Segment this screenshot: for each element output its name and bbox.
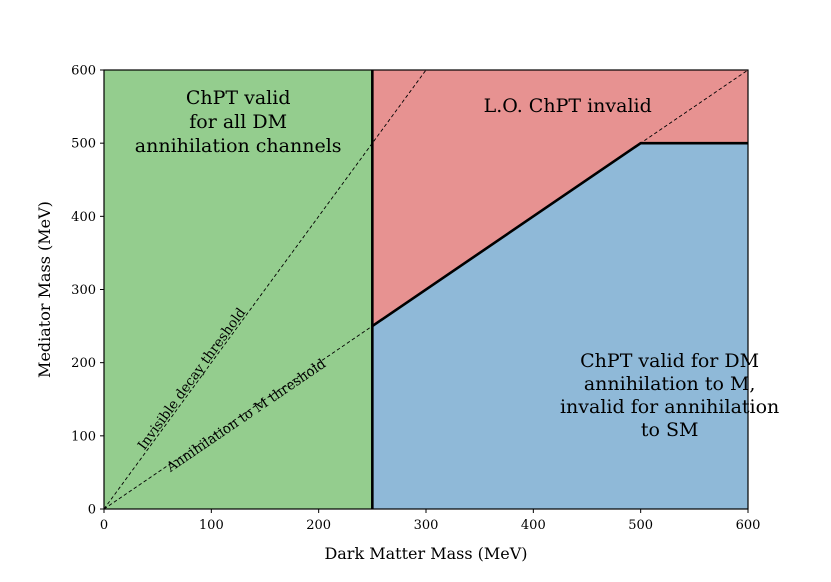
region-label-green-line-3: annihilation channels: [135, 135, 342, 157]
x-tick-label-600: 600: [736, 518, 761, 533]
region-label-blue-line-3: invalid for annihilation: [560, 396, 779, 418]
y-tick-label-500: 500: [71, 137, 96, 152]
region-label-blue-line-4: to SM: [641, 419, 699, 441]
y-tick-label-600: 600: [71, 64, 96, 79]
region-label-red-line-1: L.O. ChPT invalid: [484, 95, 652, 117]
region-label-blue-line-1: ChPT valid for DM: [580, 350, 759, 372]
boundary-line-2: [371, 141, 748, 328]
y-axis-title: Mediator Mass (MeV): [35, 201, 54, 378]
x-tick-label-400: 400: [521, 518, 546, 533]
region-label-blue-line-2: annihilation to M,: [584, 373, 756, 395]
x-tick-label-300: 300: [414, 518, 439, 533]
region-label-green-line-2: for all DM: [189, 111, 287, 133]
region-blue: [372, 143, 748, 509]
x-tick-label-500: 500: [628, 518, 653, 533]
y-tick-label-0: 0: [88, 503, 96, 518]
x-tick-label-100: 100: [199, 518, 224, 533]
y-tick-label-200: 200: [71, 356, 96, 371]
x-tick-label-200: 200: [306, 518, 331, 533]
y-tick-label-300: 300: [71, 283, 96, 298]
y-tick-label-400: 400: [71, 210, 96, 225]
x-tick-label-0: 0: [100, 518, 108, 533]
region-label-green-line-1: ChPT valid: [186, 87, 291, 109]
y-tick-label-100: 100: [71, 429, 96, 444]
region-green: [104, 70, 373, 509]
threshold-line-1: [104, 70, 427, 509]
x-axis-title: Dark Matter Mass (MeV): [324, 544, 527, 563]
